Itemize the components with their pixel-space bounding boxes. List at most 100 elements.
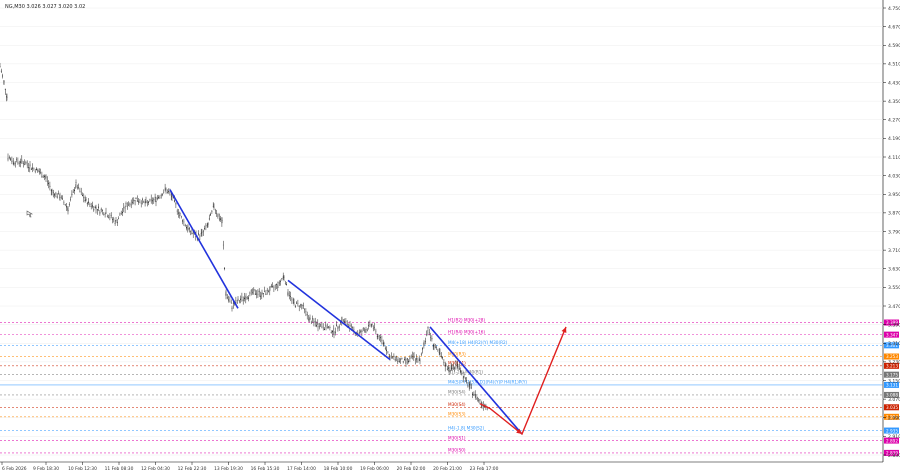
candle-body — [168, 191, 169, 192]
trend-line[interactable] — [169, 189, 239, 309]
candle-body — [469, 384, 471, 386]
candle-body — [191, 232, 193, 234]
candle-body — [273, 286, 275, 288]
candle-body — [221, 220, 223, 222]
candle-body — [115, 220, 117, 221]
level-label: H1(R2) M30(+28) — [448, 317, 485, 322]
trend-line[interactable] — [429, 326, 523, 435]
candle-body — [338, 326, 340, 328]
candle-body — [440, 355, 442, 357]
candle-body — [217, 214, 219, 216]
candle-body — [384, 347, 386, 349]
candle-body — [316, 325, 317, 327]
candle-body — [34, 171, 36, 172]
candle-body — [250, 290, 252, 292]
candle-body — [145, 201, 147, 203]
y-tick-label: 3.070 — [888, 397, 900, 403]
candle-body — [386, 349, 387, 352]
candle-body — [472, 393, 473, 395]
candle-body — [74, 189, 75, 192]
y-tick-label: 2.830 — [888, 453, 900, 459]
candle-body — [362, 328, 364, 330]
candle-body — [446, 368, 448, 370]
candle-body — [94, 207, 96, 208]
candle-body — [150, 199, 152, 201]
candle-body — [85, 199, 87, 201]
candle-body — [125, 203, 127, 205]
candle-body — [393, 355, 395, 357]
candle-body — [276, 284, 277, 285]
candle-body — [349, 325, 351, 327]
candle-body — [438, 352, 440, 353]
x-tick-label: 23 Feb 17:00 — [470, 466, 499, 472]
candle-body — [62, 198, 63, 200]
price-series — [0, 62, 488, 411]
candle-body — [302, 305, 304, 307]
candle-body — [258, 290, 260, 293]
candle-body — [132, 201, 133, 203]
level-price-tag-text: 3.213 — [886, 364, 898, 369]
level-label: M30(S3) — [448, 412, 466, 417]
candle-body — [290, 296, 291, 297]
x-tick-label: 12 Feb 22:30 — [178, 466, 207, 472]
y-tick-label: 2.910 — [888, 434, 900, 440]
candle-body — [158, 197, 159, 199]
candle-body — [148, 201, 149, 203]
candle-body — [443, 362, 445, 364]
candle-body — [269, 286, 271, 288]
candle-body — [365, 329, 367, 330]
level-price-tag — [884, 427, 899, 434]
candle-body — [398, 360, 400, 363]
candle-body — [217, 216, 219, 217]
candle-body — [6, 96, 7, 98]
candle-body — [235, 300, 237, 302]
candle-body — [380, 337, 381, 339]
level-price-tag-text: 2.935 — [886, 428, 898, 433]
candle-body — [240, 298, 241, 300]
y-tick-label: 4.510 — [888, 62, 900, 68]
candle-body — [20, 161, 21, 163]
candle-body — [341, 318, 343, 320]
candle-body — [71, 193, 73, 196]
forecast-path[interactable] — [479, 326, 567, 436]
y-tick-label: 3.710 — [888, 248, 900, 254]
x-tick-label: 9 Feb 18:30 — [33, 466, 59, 472]
candle-body — [225, 294, 227, 296]
candle-body — [166, 192, 168, 194]
candle-body — [294, 306, 296, 308]
level-price-tag-text: 3.088 — [886, 393, 898, 398]
level-price-tag-text: 3.175 — [886, 372, 898, 377]
candle-body — [329, 327, 331, 328]
candle-body — [124, 207, 126, 209]
candle-body — [449, 369, 451, 372]
y-axis: 4.750 4.670 4.590 4.510 4.430 4.350 4.270 4.190… — [883, 6, 900, 459]
candle-body — [187, 228, 189, 230]
candle-body — [344, 321, 345, 323]
y-tick-label: 3.790 — [888, 229, 900, 235]
y-tick-label: 4.430 — [888, 80, 900, 86]
candle-body — [175, 203, 177, 205]
x-tick-label: 20 Feb 02:00 — [397, 466, 426, 472]
candle-body — [485, 404, 487, 406]
candle-body — [288, 295, 290, 296]
candle-body — [98, 206, 99, 208]
candle-body — [394, 359, 396, 361]
candle-body — [64, 204, 66, 205]
y-tick-label: 4.270 — [888, 118, 900, 124]
candle-body — [328, 326, 329, 328]
candle-body — [221, 222, 223, 224]
candle-body — [122, 211, 123, 214]
candle-body — [466, 380, 467, 382]
candle-body — [170, 194, 172, 196]
y-tick-label: 2.990 — [888, 416, 900, 422]
candle-body — [89, 204, 91, 205]
candle-body — [473, 394, 475, 396]
candle-body — [112, 219, 113, 220]
level-price-tag-text: 3.035 — [886, 405, 898, 410]
candle-body — [406, 358, 408, 360]
candle-body — [2, 75, 3, 77]
candle-body — [220, 218, 221, 220]
trend-line[interactable] — [287, 279, 391, 361]
candle-body — [334, 331, 336, 333]
